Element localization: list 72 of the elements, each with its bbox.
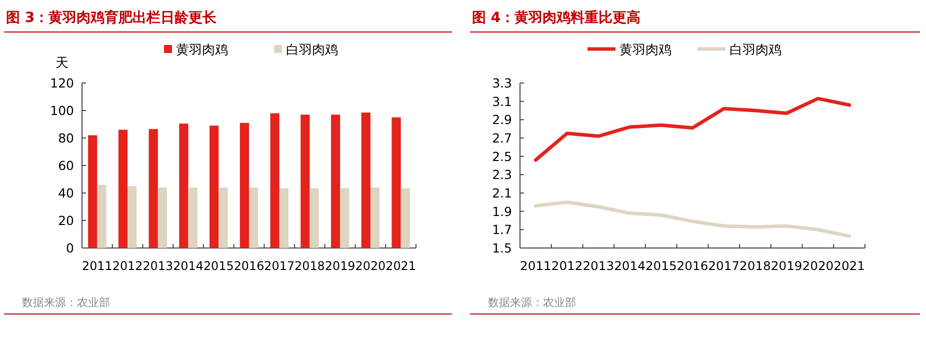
y-tick-label: 2.3 bbox=[492, 167, 512, 182]
chart-title: 图 4：黄羽肉鸡料重比更高 bbox=[472, 9, 641, 26]
x-tick-label: 2015 bbox=[645, 259, 677, 273]
x-tick-label: 2013 bbox=[582, 259, 614, 273]
bar bbox=[270, 113, 280, 248]
x-tick-label: 2012 bbox=[551, 259, 583, 273]
x-tick-label: 2017 bbox=[264, 259, 295, 273]
bar bbox=[392, 117, 401, 248]
x-tick-label: 2012 bbox=[112, 259, 143, 273]
x-tick-label: 2014 bbox=[173, 259, 204, 273]
y-tick-label: 0 bbox=[66, 240, 74, 256]
bar bbox=[240, 122, 249, 248]
line-series bbox=[534, 96, 852, 162]
bar bbox=[188, 188, 198, 248]
bar bbox=[310, 188, 319, 248]
chart-title: 图 3：黄羽肉鸡育肥出栏日龄更长 bbox=[6, 9, 218, 26]
bar bbox=[400, 188, 410, 248]
y-tick-label: 100 bbox=[50, 103, 74, 118]
bar bbox=[118, 130, 128, 248]
bar bbox=[88, 135, 98, 248]
y-tick-label: 1.9 bbox=[492, 204, 512, 219]
x-tick-label: 2021 bbox=[386, 259, 416, 273]
y-tick-label: 3.3 bbox=[492, 76, 512, 90]
y-tick-label: 80 bbox=[58, 130, 74, 146]
y-tick-label: 60 bbox=[58, 158, 74, 173]
legend-label: 黄羽肉鸡 bbox=[620, 43, 672, 58]
bar bbox=[179, 124, 188, 248]
bar bbox=[210, 126, 219, 248]
x-tick-label: 2018 bbox=[294, 259, 326, 273]
source-note: 数据来源：农业部 bbox=[488, 296, 576, 309]
x-tick-label: 2014 bbox=[614, 259, 646, 273]
y-tick-label: 120 bbox=[50, 76, 74, 90]
x-tick-label: 2011 bbox=[82, 259, 113, 273]
x-tick-label: 2016 bbox=[676, 259, 708, 273]
x-tick-label: 2021 bbox=[834, 259, 865, 273]
x-tick-label: 2019 bbox=[324, 259, 356, 273]
bar bbox=[300, 114, 310, 248]
x-tick-label: 2020 bbox=[802, 259, 834, 273]
y-tick-label: 2.1 bbox=[492, 186, 512, 200]
x-tick-label: 2019 bbox=[770, 259, 802, 273]
y-tick-label: 1.7 bbox=[492, 222, 512, 238]
bar bbox=[330, 114, 340, 248]
source-note: 数据来源：农业部 bbox=[22, 296, 110, 309]
x-tick-label: 2015 bbox=[203, 259, 234, 273]
bar bbox=[370, 188, 380, 248]
x-tick-label: 2011 bbox=[520, 259, 552, 273]
bar bbox=[340, 188, 350, 248]
x-tick-label: 2016 bbox=[234, 259, 264, 273]
legend-label: 白羽肉鸡 bbox=[730, 43, 782, 58]
x-tick-label: 2018 bbox=[740, 259, 771, 273]
y-tick-label: 2.7 bbox=[492, 130, 512, 146]
bar bbox=[148, 129, 158, 248]
y-tick-label: 1.5 bbox=[492, 240, 512, 256]
bar bbox=[158, 188, 168, 248]
x-tick-label: 2020 bbox=[355, 259, 386, 273]
bar bbox=[218, 188, 228, 248]
bar bbox=[128, 186, 137, 248]
bar bbox=[279, 188, 288, 248]
y-tick-label: 20 bbox=[58, 213, 74, 228]
x-tick-label: 2013 bbox=[142, 259, 174, 273]
x-tick-label: 2017 bbox=[708, 259, 740, 273]
legend-label: 黄羽肉鸡 bbox=[176, 43, 228, 58]
legend-label: 白羽肉鸡 bbox=[286, 43, 338, 58]
bar bbox=[249, 188, 258, 248]
y-axis-title: 天 bbox=[56, 56, 68, 71]
y-tick-label: 3.1 bbox=[492, 94, 512, 109]
y-tick-label: 2.9 bbox=[492, 112, 512, 128]
bar bbox=[361, 112, 370, 248]
y-tick-label: 40 bbox=[58, 186, 74, 200]
bar bbox=[97, 184, 106, 248]
y-tick-label: 2.5 bbox=[492, 148, 512, 164]
line-series bbox=[534, 200, 852, 238]
